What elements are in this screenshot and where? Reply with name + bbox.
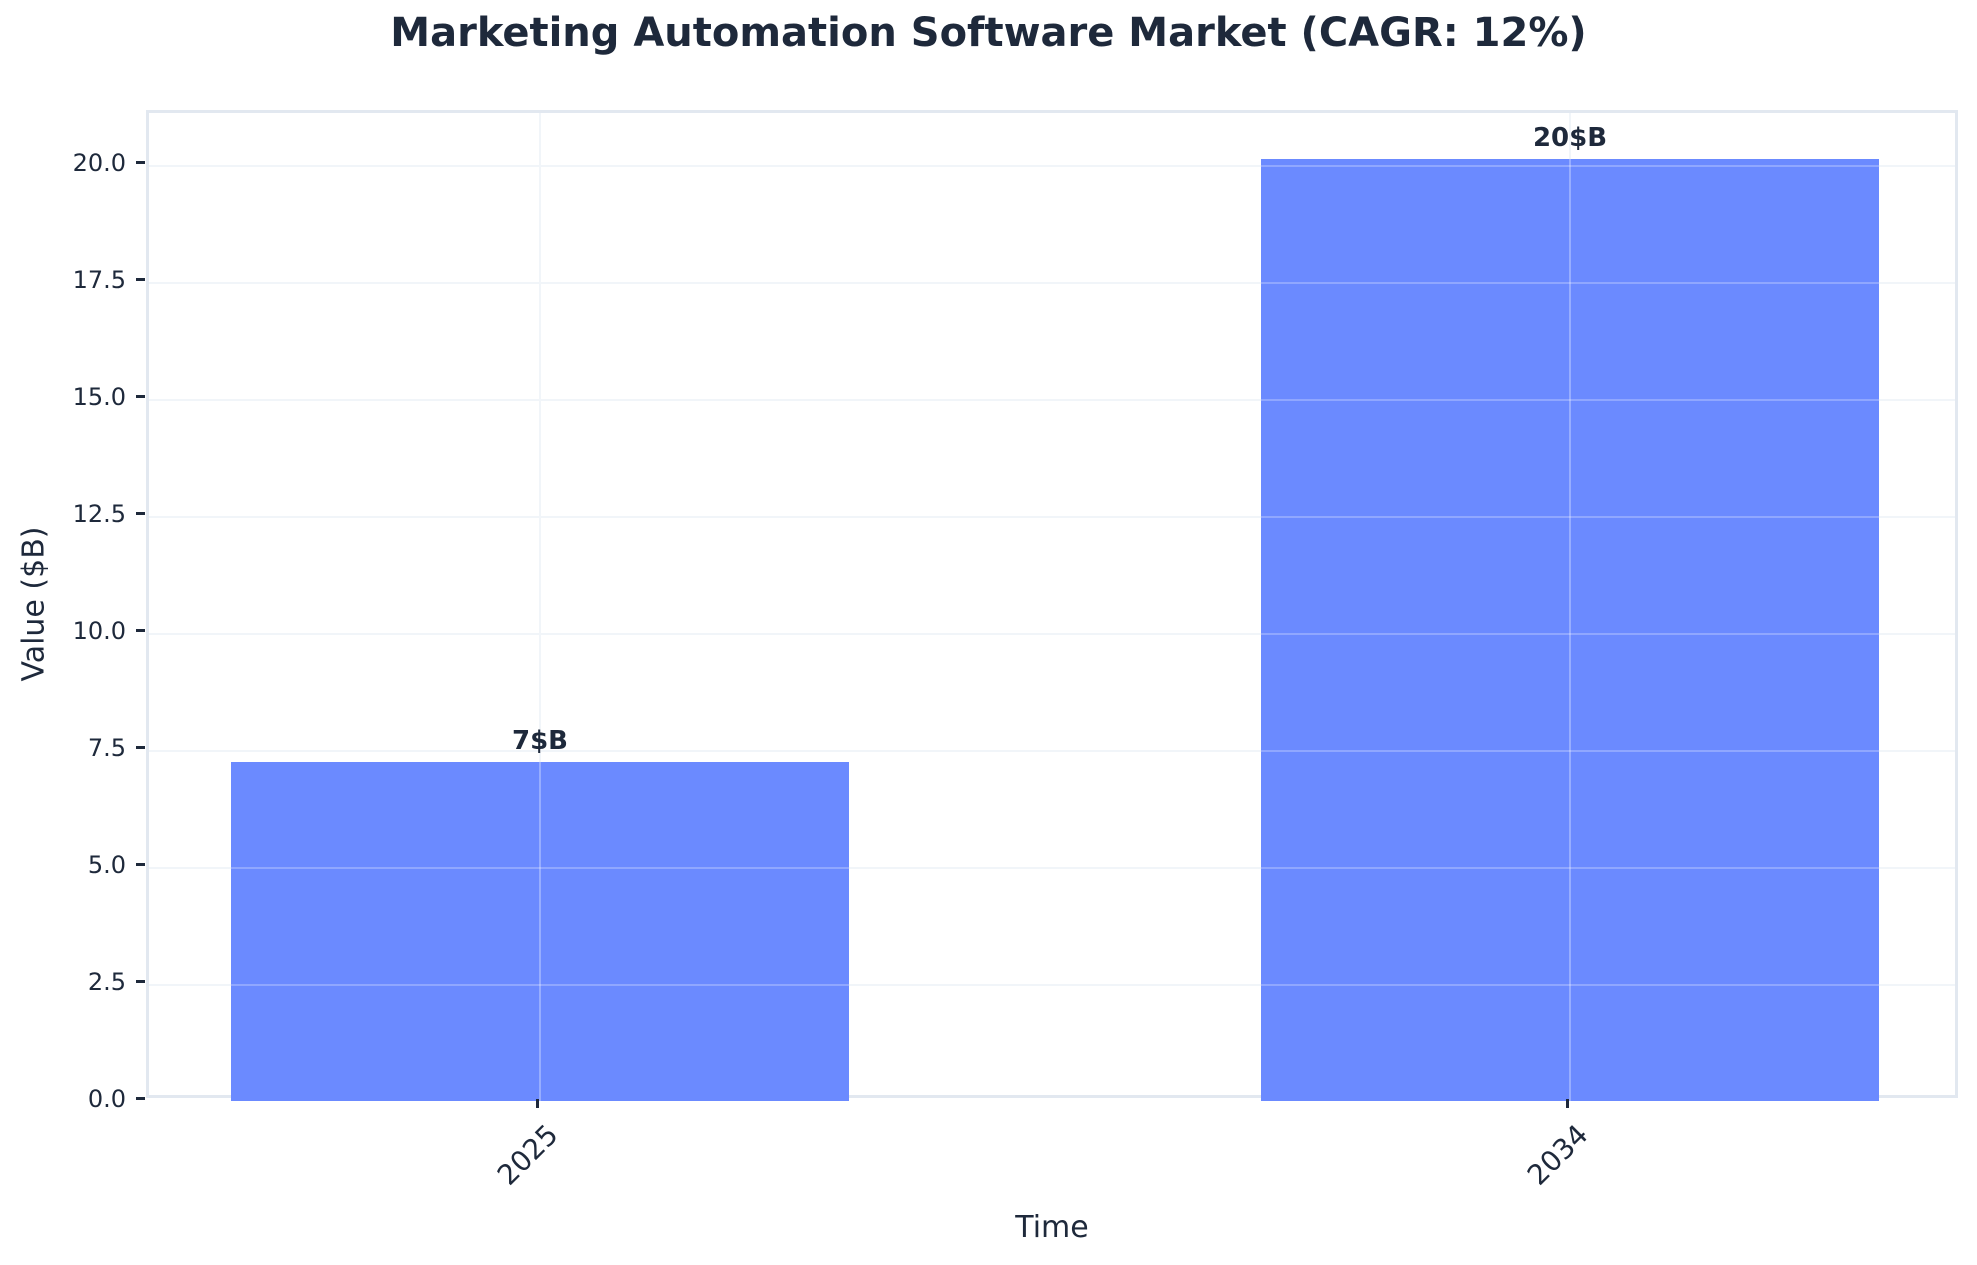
gridline (149, 282, 1955, 284)
gridline (149, 399, 1955, 401)
ytick-mark (136, 863, 145, 866)
bar-value-label: 7$B (512, 726, 568, 756)
ytick-label: 7.5 (87, 734, 126, 762)
xtick-label: 2034 (1520, 1118, 1595, 1192)
ytick-mark (136, 1097, 145, 1100)
xtick-mark (536, 1099, 539, 1108)
ytick-label: 17.5 (72, 266, 126, 294)
gridline (149, 750, 1955, 752)
gridline (149, 516, 1955, 518)
gridline (539, 113, 541, 1095)
ytick-label: 2.5 (87, 968, 126, 996)
ytick-label: 0.0 (87, 1085, 126, 1113)
bar-value-label: 20$B (1532, 123, 1608, 153)
ytick-label: 20.0 (72, 149, 126, 177)
y-axis-label: Value ($B) (16, 526, 52, 682)
plot-area: 7$B 20$B (146, 110, 1958, 1101)
ytick-label: 15.0 (72, 383, 126, 411)
ytick-label: 12.5 (72, 500, 126, 528)
ytick-mark (136, 980, 145, 983)
ytick-label: 5.0 (87, 851, 126, 879)
xtick-mark (1566, 1099, 1569, 1108)
ytick-mark (136, 278, 145, 281)
xtick-label: 2025 (490, 1118, 565, 1192)
chart-title: Marketing Automation Software Market (CA… (390, 10, 1587, 56)
ytick-label: 10.0 (72, 617, 126, 645)
ytick-mark (136, 395, 145, 398)
gridline (149, 165, 1955, 167)
gridline (149, 867, 1955, 869)
ytick-mark (136, 629, 145, 632)
ytick-mark (136, 746, 145, 749)
gridline (149, 633, 1955, 635)
bar-2034[interactable] (1261, 159, 1879, 1101)
bar-2025[interactable] (231, 762, 849, 1101)
ytick-mark (136, 161, 145, 164)
ytick-mark (136, 512, 145, 515)
gridline (149, 984, 1955, 986)
x-axis-label: Time (1015, 1210, 1089, 1245)
